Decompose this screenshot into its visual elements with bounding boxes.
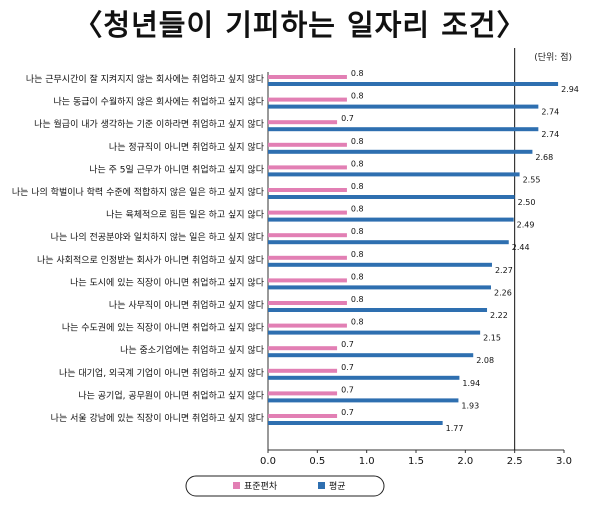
mean-bar [268, 421, 443, 425]
category-label: 나는 근무시간이 잘 지켜지지 않는 회사에는 취업하고 싶지 않다 [26, 73, 265, 85]
stddev-value-label: 0.8 [351, 227, 364, 236]
unit-note: (단위: 점) [534, 53, 572, 63]
mean-value-label: 2.74 [541, 108, 559, 117]
stddev-bar [268, 414, 338, 418]
mean-value-label: 2.50 [518, 198, 536, 207]
mean-bar [268, 104, 539, 109]
stddev-value-label: 0.8 [351, 137, 364, 146]
stddev-value-label: 0.8 [351, 318, 364, 327]
mean-bar [268, 82, 559, 86]
stddev-value-label: 0.8 [351, 205, 364, 214]
stddev-bar [268, 323, 347, 328]
category-label: 나는 서울 강남에 있는 직장이 아니면 취업하고 싶지 않다 [51, 412, 265, 424]
mean-bar [268, 398, 459, 403]
stddev-value-label: 0.8 [351, 159, 364, 168]
mean-bar [268, 217, 514, 222]
stddev-bar [268, 346, 338, 351]
stddev-value-label: 0.8 [351, 250, 364, 259]
category-label: 나는 도시에 있는 직장이 아니면 취업하고 싶지 않다 [70, 276, 265, 288]
x-tick-label: 0.5 [309, 456, 325, 467]
stddev-bar [268, 255, 347, 260]
legend-swatch-mean [318, 482, 325, 489]
stddev-value-label: 0.8 [351, 295, 364, 304]
category-label: 나는 중소기업에는 취업하고 싶지 않다 [120, 345, 265, 356]
category-label: 나는 주 5일 근무가 아니면 취업하고 싶지 않다 [89, 164, 265, 175]
category-label: 나는 동급이 수월하지 않은 회사에는 취업하고 싶지 않다 [54, 96, 265, 108]
stddev-bar [268, 233, 347, 238]
mean-bar [268, 330, 481, 335]
stddev-bar [268, 210, 347, 215]
stddev-bar [268, 75, 347, 79]
category-label: 나는 대기업, 외국계 기업이 아니면 취업하고 싶지 않다 [59, 367, 265, 379]
category-label: 나는 육체적으로 힘든 일은 하고 싶지 않다 [106, 209, 265, 221]
stddev-bar [268, 391, 338, 396]
mean-bar [268, 285, 491, 290]
x-tick-label: 2.0 [457, 456, 473, 467]
x-tick-label: 2.5 [507, 456, 523, 467]
stddev-bar [268, 301, 347, 305]
x-tick-label: 3.0 [556, 456, 572, 467]
mean-bar [268, 375, 460, 380]
mean-value-label: 1.94 [462, 379, 480, 388]
stddev-bar [268, 142, 347, 147]
mean-value-label: 1.93 [461, 401, 479, 410]
stddev-value-label: 0.8 [351, 272, 364, 281]
mean-bar [268, 240, 509, 245]
x-tick-label: 0.0 [260, 456, 276, 467]
mean-bar [268, 172, 520, 177]
category-label: 나는 정규직이 아니면 취업하고 싶지 않다 [109, 142, 265, 153]
stddev-value-label: 0.8 [351, 69, 364, 78]
mean-bar [268, 308, 488, 312]
mean-value-label: 2.44 [512, 243, 530, 252]
legend-box [185, 475, 385, 497]
stddev-value-label: 0.7 [341, 114, 354, 123]
mean-value-label: 2.49 [517, 221, 535, 230]
category-label: 나는 나의 학벌이나 학력 수준에 적합하지 않은 일은 하고 싶지 않다 [12, 186, 265, 198]
legend-label-mean: 평균 [329, 481, 346, 492]
mean-value-label: 2.74 [541, 130, 559, 139]
category-label: 나는 사무직이 아니면 취업하고 싶지 않다 [109, 300, 265, 311]
stddev-bar [268, 278, 347, 283]
mean-bar [268, 195, 515, 199]
stddev-value-label: 0.7 [341, 385, 354, 394]
stddev-value-label: 0.7 [341, 340, 354, 349]
mean-value-label: 2.08 [476, 356, 494, 365]
mean-value-label: 2.22 [490, 311, 508, 320]
stddev-bar [268, 368, 338, 373]
stddev-bar [268, 120, 338, 125]
stddev-value-label: 0.8 [351, 182, 364, 191]
x-tick-label: 1.0 [359, 456, 375, 467]
mean-value-label: 2.27 [495, 266, 513, 275]
mean-value-label: 1.77 [446, 424, 464, 433]
mean-value-label: 2.55 [523, 175, 541, 184]
stddev-value-label: 0.7 [341, 363, 354, 372]
category-label: 나는 나의 전공분야와 일치하지 않는 일은 하고 싶지 않다 [51, 231, 265, 243]
stddev-value-label: 0.7 [341, 408, 354, 417]
stddev-value-label: 0.8 [351, 92, 364, 101]
mean-value-label: 2.26 [494, 288, 512, 297]
stddev-bar [268, 97, 347, 102]
category-label: 나는 수도권에 있는 직장이 아니면 취업하고 싶지 않다 [62, 322, 265, 334]
stddev-bar [268, 165, 347, 170]
mean-bar [268, 149, 533, 154]
mean-value-label: 2.68 [535, 153, 553, 162]
x-tick-label: 1.5 [408, 456, 424, 467]
mean-value-label: 2.15 [483, 334, 501, 343]
stddev-bar [268, 188, 347, 192]
legend-swatch-stddev [233, 482, 240, 489]
category-label: 나는 월급이 내가 생각하는 기준 이하라면 취업하고 싶지 않다 [34, 118, 265, 130]
mean-value-label: 2.94 [561, 85, 579, 94]
mean-bar [268, 127, 539, 132]
legend-label-stddev: 표준편차 [244, 480, 278, 492]
chart-title: 〈청년들이 기피하는 일자리 조건〉 [73, 8, 527, 42]
mean-bar [268, 262, 492, 267]
mean-bar [268, 353, 474, 358]
category-label: 나는 사회적으로 인정받는 회사가 아니면 취업하고 싶지 않다 [37, 254, 265, 266]
category-label: 나는 공기업, 공무원이 아니면 취업하고 싶지 않다 [78, 390, 264, 401]
